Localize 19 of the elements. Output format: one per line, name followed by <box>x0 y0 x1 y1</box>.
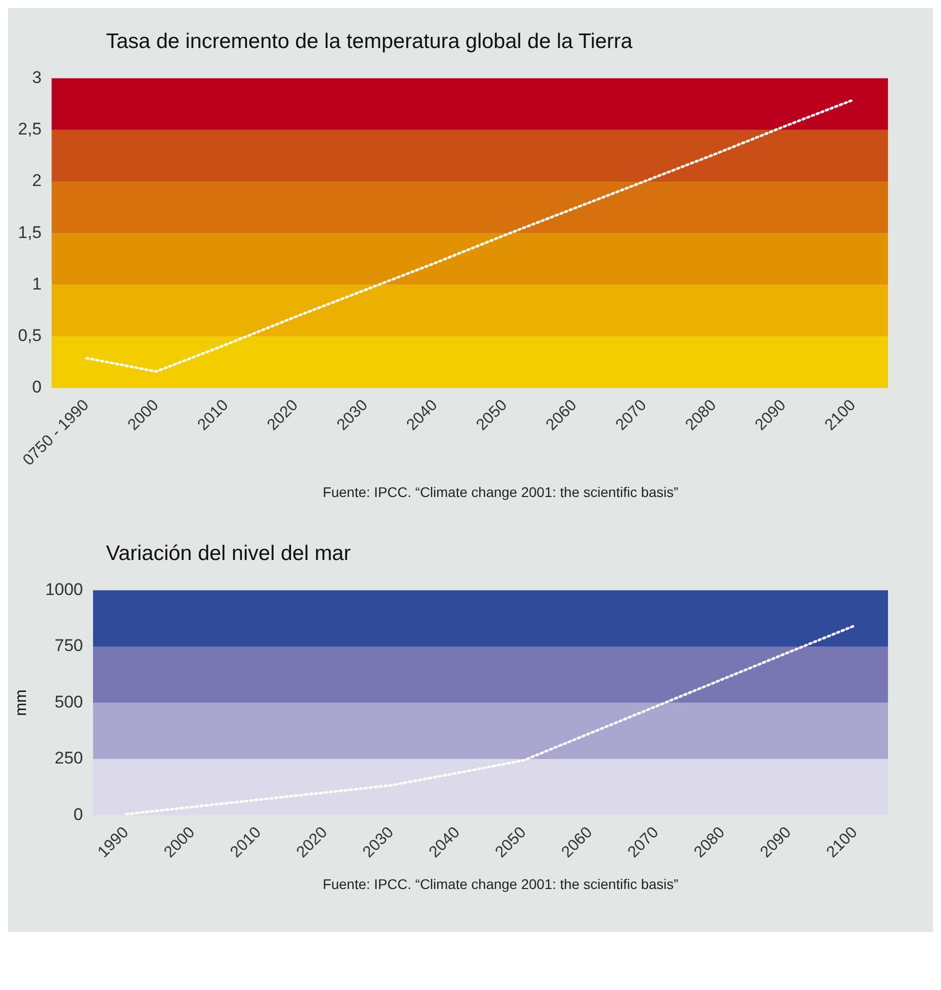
y-tick-label: 1000 <box>45 580 84 599</box>
source-note: Fuente: IPCC. “Climate change 2001: the scientific basis” <box>322 876 680 892</box>
y-tick-label: 3 <box>32 68 42 87</box>
y-tick-label: 750 <box>54 636 84 656</box>
y-tick-label: 2,5 <box>18 120 42 139</box>
y-tick-label: 500 <box>54 692 84 712</box>
line-series <box>85 98 854 373</box>
y-tick-label: 0 <box>74 804 84 824</box>
line-series <box>124 624 856 816</box>
source-note: Fuente: IPCC. “Climate change 2001: the scientific basis” <box>322 484 680 500</box>
chart-title: Tasa de incremento de la temperatura global de la Tierra <box>105 29 634 55</box>
y-tick-label: 250 <box>54 748 84 768</box>
y-axis-title: mm <box>13 689 30 716</box>
y-tick-label: 2 <box>32 171 42 190</box>
y-tick-label: 0 <box>32 378 42 397</box>
chart-title: Variación del nivel del mar <box>105 541 352 567</box>
y-tick-label: 0,5 <box>18 326 42 346</box>
y-tick-label: 1 <box>32 274 42 294</box>
y-tick-label: 1,5 <box>18 222 42 242</box>
